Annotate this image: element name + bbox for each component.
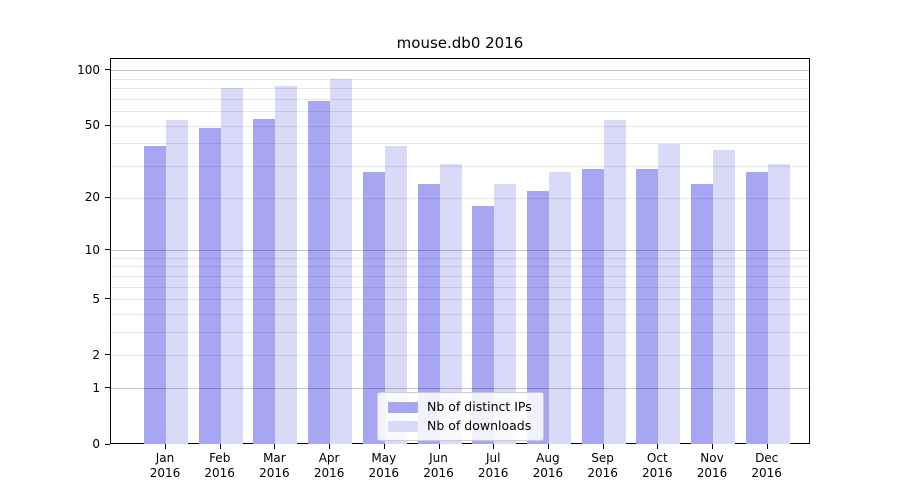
bar-distinct-ips-aug [526, 190, 549, 444]
bar-downloads-sep [603, 120, 626, 444]
legend-label-distinct-ips: Nb of distinct IPs [427, 399, 532, 414]
y-tick-label: 100 [77, 62, 100, 77]
x-tick-label: Jul 2016 [477, 451, 509, 480]
x-tick [547, 444, 549, 449]
y-tick [105, 124, 110, 126]
bar-downloads-aug [548, 172, 571, 444]
y-tick-label: 10 [84, 242, 100, 257]
y-tick-label: 50 [84, 118, 100, 133]
legend-item-distinct-ips: Nb of distinct IPs [388, 399, 532, 415]
bar-downloads-may [384, 145, 407, 444]
legend: Nb of distinct IPs Nb of downloads [377, 392, 544, 441]
y-gridline-minor [111, 197, 809, 199]
y-tick [105, 249, 110, 251]
y-gridline-minor [111, 314, 809, 316]
x-tick-label: Mar 2016 [259, 451, 290, 480]
y-tick [105, 196, 110, 198]
legend-swatch-downloads [388, 420, 418, 432]
x-tick-label: Dec 2016 [751, 451, 782, 480]
x-tick [329, 444, 331, 449]
y-tick-label: 5 [92, 291, 100, 306]
x-tick [766, 444, 768, 449]
bar-distinct-ips-oct [636, 169, 659, 444]
y-gridline-major [111, 388, 809, 390]
x-tick [657, 444, 659, 449]
y-gridline-minor [111, 78, 809, 80]
x-tick-label: Jan 2016 [149, 451, 181, 480]
x-tick-label: Feb 2016 [204, 451, 235, 480]
plot-area [110, 58, 810, 444]
bar-distinct-ips-mar [253, 118, 276, 444]
bar-distinct-ips-may [362, 172, 385, 444]
bar-downloads-feb [220, 87, 243, 444]
y-gridline-minor [111, 332, 809, 334]
y-gridline-major [111, 250, 809, 252]
x-tick [712, 444, 713, 449]
y-gridline-minor [111, 125, 809, 127]
bar-downloads-nov [713, 150, 735, 444]
y-gridline-minor [111, 286, 809, 288]
x-tick [493, 444, 495, 449]
y-tick-label: 1 [92, 380, 100, 395]
bar-distinct-ips-feb [198, 127, 221, 444]
bar-distinct-ips-jun [417, 184, 440, 444]
bar-distinct-ips-jan [144, 145, 166, 444]
y-gridline-minor [111, 166, 809, 168]
y-gridline-minor [111, 275, 809, 277]
bar-distinct-ips-apr [308, 100, 331, 444]
bar-downloads-jun [439, 164, 462, 444]
y-tick-label: 0 [92, 437, 100, 451]
x-tick-label: Nov 2016 [696, 451, 728, 480]
legend-label-downloads: Nb of downloads [427, 418, 532, 433]
chart-title: mouse.db0 2016 [396, 34, 524, 52]
y-tick [105, 443, 110, 445]
y-gridline-minor [111, 98, 809, 100]
legend-swatch-distinct-ips [388, 401, 418, 413]
x-tick-label: Sep 2016 [587, 451, 618, 480]
bar-distinct-ips-sep [581, 169, 604, 444]
x-tick [219, 444, 221, 449]
bar-downloads-jul [494, 184, 517, 444]
y-gridline-minor [111, 88, 809, 90]
x-tick [274, 444, 276, 449]
bar-distinct-ips-jul [472, 206, 495, 444]
bar-downloads-dec [767, 164, 790, 444]
y-tick [105, 354, 110, 356]
y-gridline-minor [111, 143, 809, 145]
bar-downloads-jan [166, 120, 188, 444]
bar-downloads-oct [658, 143, 681, 444]
x-tick-label: Aug 2016 [532, 451, 564, 480]
y-gridline-minor [111, 257, 809, 259]
x-tick [602, 444, 604, 449]
y-gridline-minor [111, 266, 809, 268]
y-tick-label: 2 [92, 347, 100, 362]
y-tick-label: 20 [84, 190, 100, 205]
y-tick [105, 69, 110, 71]
x-tick [165, 444, 166, 449]
bar-distinct-ips-nov [691, 184, 713, 444]
bar-downloads-apr [330, 79, 353, 444]
x-tick-label: Apr 2016 [313, 451, 345, 480]
y-gridline-minor [111, 355, 809, 357]
bar-downloads-mar [275, 85, 298, 444]
y-gridline-major [111, 70, 809, 72]
y-tick [105, 298, 110, 300]
x-tick-label: Jun 2016 [423, 451, 454, 480]
x-tick-label: May 2016 [368, 451, 400, 480]
bar-distinct-ips-dec [745, 172, 768, 444]
y-tick [105, 387, 110, 389]
x-tick [438, 444, 440, 449]
y-gridline-minor [111, 111, 809, 113]
y-gridline-minor [111, 299, 809, 301]
legend-item-downloads: Nb of downloads [388, 418, 532, 434]
x-tick-label: Oct 2016 [642, 451, 673, 480]
x-tick [383, 444, 385, 449]
